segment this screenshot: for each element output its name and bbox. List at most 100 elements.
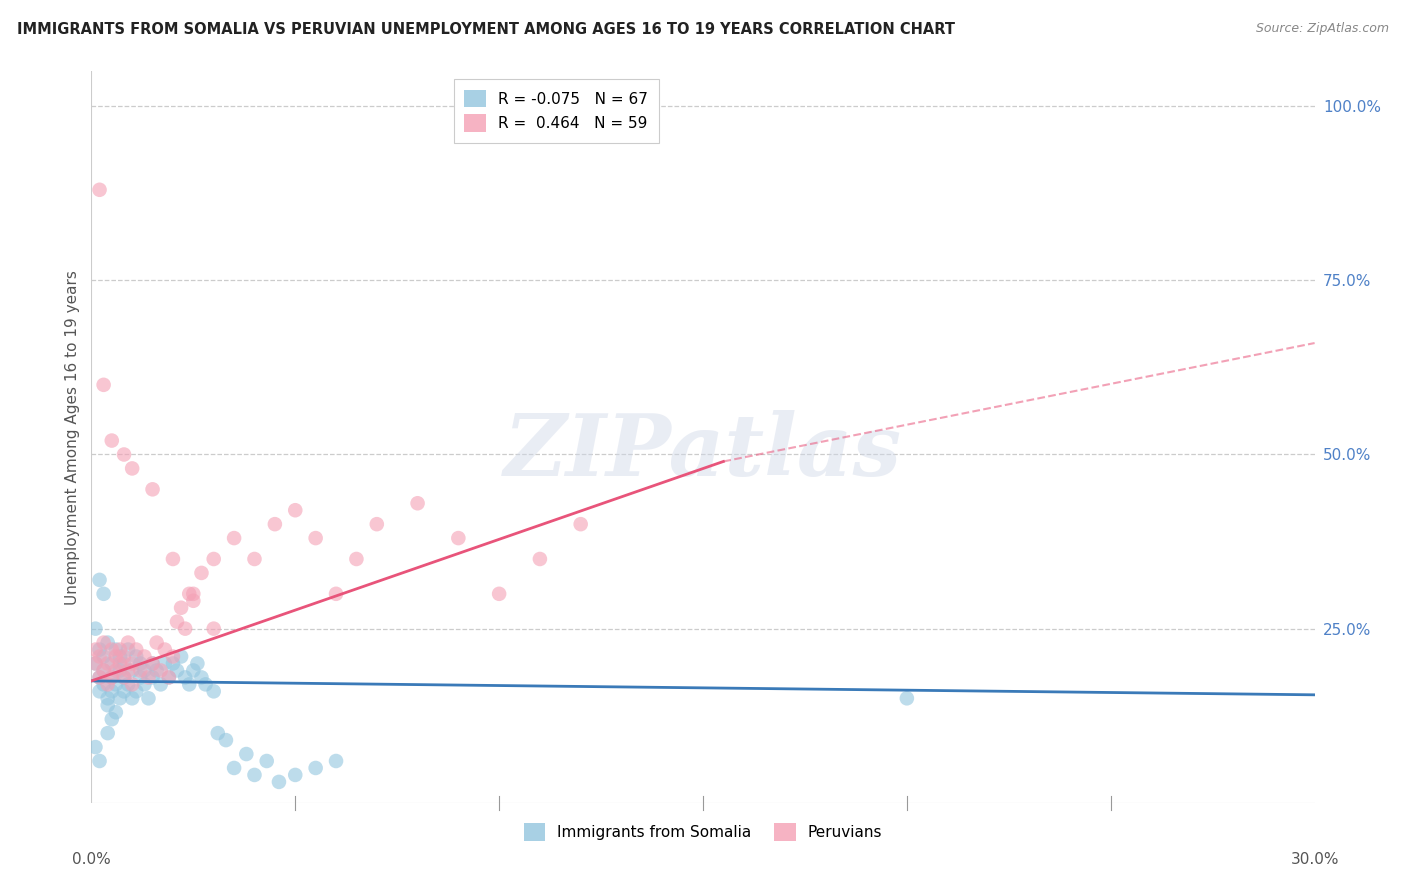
Point [141,483,163,497]
Y-axis label: Unemployment Among Ages 16 to 19 years: Unemployment Among Ages 16 to 19 years [65,269,80,605]
Point [346,552,368,566]
Point [121,461,143,475]
Point [97,726,120,740]
Point [325,754,347,768]
Point [93,377,115,392]
Point [896,691,918,706]
Point [488,587,510,601]
Point [243,768,266,782]
Point [153,657,176,671]
Legend: Immigrants from Somalia, Peruvians: Immigrants from Somalia, Peruvians [515,814,891,850]
Point [243,552,266,566]
Point [101,684,124,698]
Point [93,635,115,649]
Point [194,677,217,691]
Point [101,670,124,684]
Point [108,649,131,664]
Point [406,496,429,510]
Point [284,768,307,782]
Point [117,642,139,657]
Point [89,670,111,684]
Point [153,642,176,657]
Point [104,705,127,719]
Point [529,552,551,566]
Point [202,552,225,566]
Point [190,670,212,684]
Point [174,622,197,636]
Point [121,657,143,671]
Point [101,712,124,726]
Point [174,670,197,684]
Point [112,657,135,671]
Point [125,642,148,657]
Point [89,670,111,684]
Point [84,740,107,755]
Point [108,657,131,671]
Point [138,670,160,684]
Point [93,664,115,678]
Point [149,664,172,678]
Point [162,649,184,664]
Point [134,677,156,691]
Text: Source: ZipAtlas.com: Source: ZipAtlas.com [1256,22,1389,36]
Text: 30.0%: 30.0% [1291,852,1339,867]
Point [183,587,205,601]
Point [183,594,205,608]
Point [104,677,127,691]
Point [202,622,225,636]
Point [304,761,326,775]
Point [162,657,184,671]
Point [366,517,388,532]
Point [89,649,111,664]
Point [325,587,347,601]
Point [84,657,107,671]
Point [117,677,139,691]
Text: IMMIGRANTS FROM SOMALIA VS PERUVIAN UNEMPLOYMENT AMONG AGES 16 TO 19 YEARS CORRE: IMMIGRANTS FROM SOMALIA VS PERUVIAN UNEM… [17,22,955,37]
Point [84,622,107,636]
Point [125,649,148,664]
Point [117,664,139,678]
Point [256,754,278,768]
Point [84,657,107,671]
Point [129,664,152,678]
Point [117,635,139,649]
Point [112,670,135,684]
Point [101,670,124,684]
Point [112,448,135,462]
Point [162,552,184,566]
Point [84,642,107,657]
Point [179,677,201,691]
Point [149,677,172,691]
Point [104,649,127,664]
Point [166,664,188,678]
Point [141,657,163,671]
Point [97,657,120,671]
Point [179,587,201,601]
Point [222,531,246,545]
Point [101,642,124,657]
Text: ZIPatlas: ZIPatlas [503,410,903,493]
Point [129,670,152,684]
Point [97,698,120,713]
Point [264,517,287,532]
Point [170,600,193,615]
Point [101,657,124,671]
Point [121,691,143,706]
Point [93,587,115,601]
Point [93,649,115,664]
Point [170,649,193,664]
Point [112,670,135,684]
Point [138,691,160,706]
Point [141,670,163,684]
Point [134,649,156,664]
Text: 0.0%: 0.0% [72,852,111,867]
Point [304,531,326,545]
Point [145,664,167,678]
Point [186,657,208,671]
Point [89,754,111,768]
Point [121,664,143,678]
Point [141,657,163,671]
Point [202,684,225,698]
Point [157,670,180,684]
Point [207,726,229,740]
